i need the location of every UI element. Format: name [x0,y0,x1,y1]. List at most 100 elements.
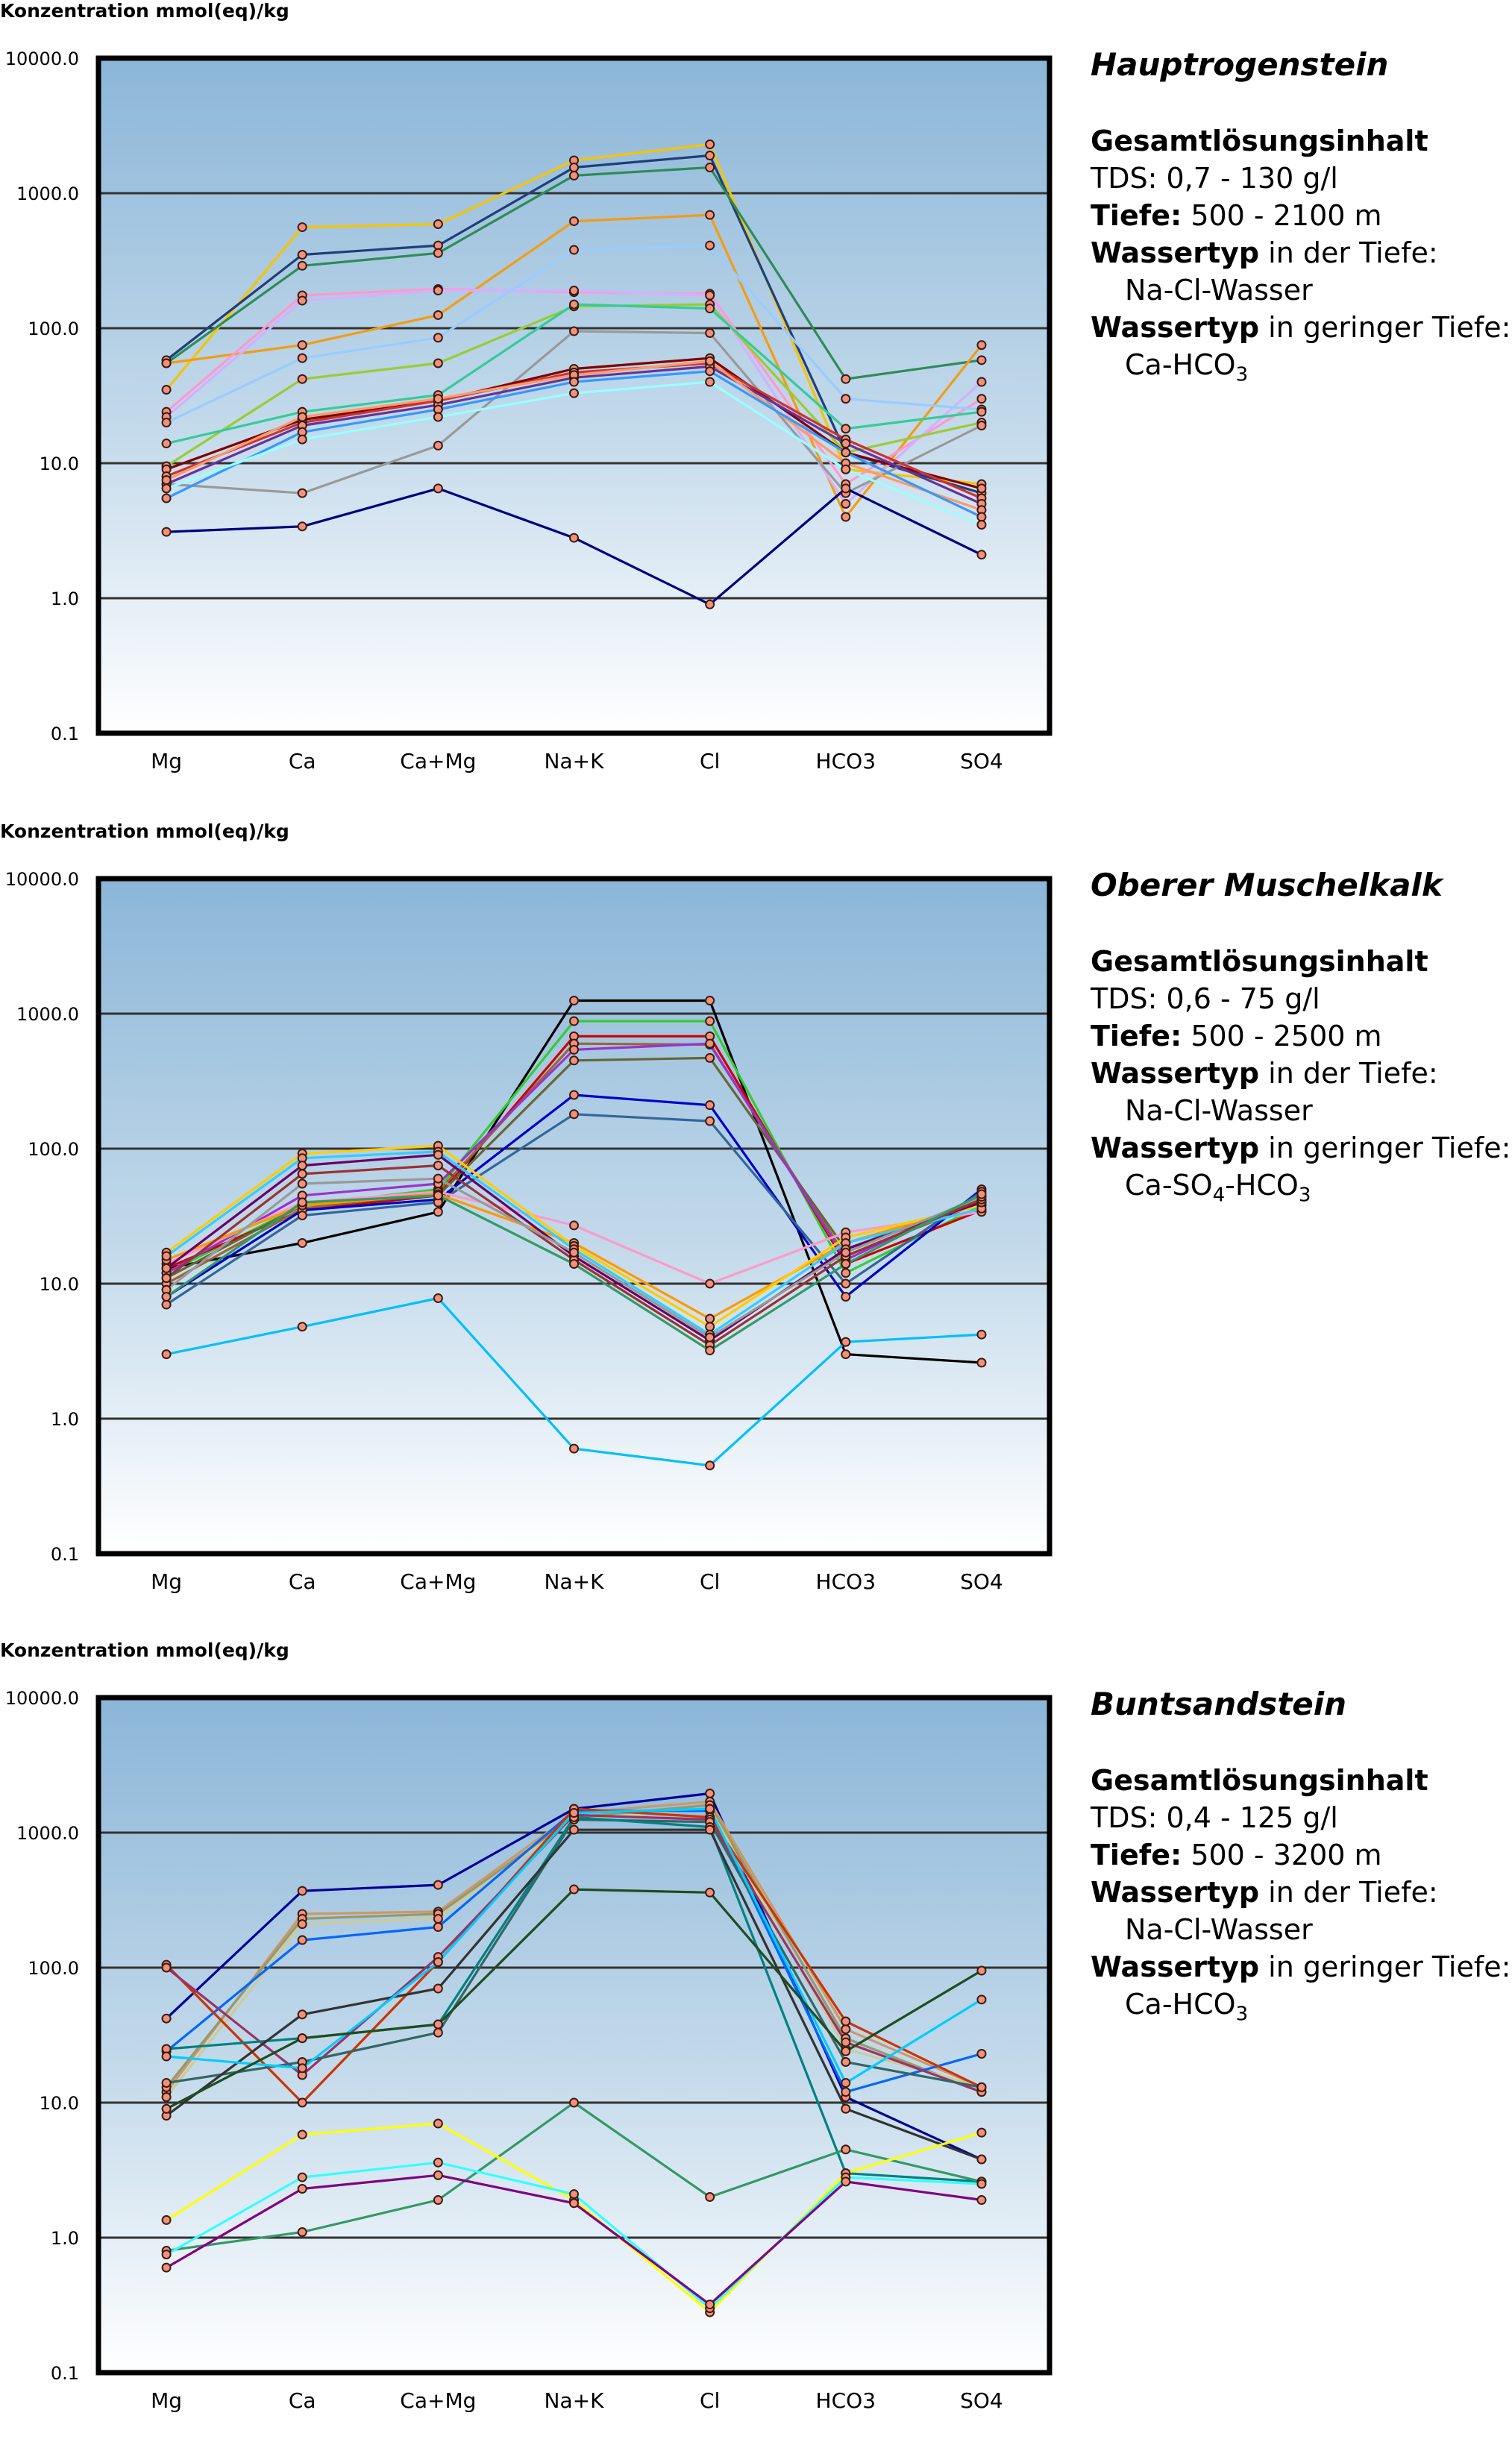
y-tick-label: 0.1 [51,724,79,744]
data-point [569,163,579,173]
data-point [297,222,307,233]
data-point [569,1055,579,1066]
data-point [161,2215,172,2225]
data-point [705,240,715,251]
shallow-type-line: Wassertyp in geringer Tiefe: [1091,1948,1511,1986]
data-point [976,2154,987,2165]
y-tick-label: 100.0 [28,1958,79,1979]
data-point [976,2195,987,2206]
data-point [569,216,579,227]
x-tick-label: Na+K [545,2388,605,2413]
y-tick-label: 10000.0 [5,869,79,890]
y-tick-label: 10000.0 [5,1688,79,1709]
x-tick-label: HCO3 [816,2388,876,2413]
x-tick-label: Ca+Mg [400,2388,476,2413]
x-tick-label: Mg [151,1569,182,1594]
depth-line: Tiefe: 500 - 3200 m [1091,1836,1511,1874]
data-point [297,1211,307,1221]
info-box: Hauptrogenstein Gesamtlösungsinhalt TDS:… [1091,46,1511,394]
plot-frame [95,1695,1053,2376]
data-point [297,2227,307,2238]
deep-type-line: Wassertyp in der Tiefe: [1091,1055,1511,1092]
data-point [433,2157,443,2168]
data-point [569,377,579,387]
data-point [705,1038,715,1049]
y-tick-label: 10.0 [40,2093,79,2114]
data-point [705,151,715,161]
data-point [976,340,987,351]
data-point [161,358,172,368]
plot-area [98,879,1050,1554]
panel-title: Oberer Muschelkalk [1091,867,1443,903]
data-point [705,2300,715,2310]
data-point [433,1293,443,1304]
data-point [161,1962,172,1973]
data-point [841,439,851,449]
data-point [705,1016,715,1026]
data-point [976,1994,987,2005]
data-point [705,366,715,377]
data-point [569,1090,579,1100]
data-point [569,286,579,296]
data-point [841,1268,851,1278]
data-point [297,374,307,384]
data-point [569,1247,579,1258]
data-point [841,2046,851,2056]
data-point [841,1349,851,1360]
data-point [841,448,851,458]
data-point [976,377,987,387]
data-point [433,440,443,451]
data-point [841,1259,851,1269]
data-point [161,2051,172,2062]
x-tick-label: Ca [289,749,316,773]
data-point [705,599,715,609]
data-point [705,377,715,387]
shallow-type-label: Wassertyp [1091,1132,1260,1164]
data-point [569,1259,579,1269]
depth-value: 500 - 2500 m [1182,1020,1382,1052]
x-tick-label: Mg [151,2388,182,2413]
data-point [297,412,307,422]
data-point [161,493,172,503]
deep-type-value: Na-Cl-Wasser [1125,274,1313,307]
data-point [433,394,443,404]
data-point [297,353,307,363]
data-point [841,394,851,404]
data-point [705,328,715,339]
data-point [976,2049,987,2059]
x-tick-label: Na+K [545,749,605,773]
data-point [569,995,579,1005]
info-box: Oberer Muschelkalk Gesamtlösungsinhalt T… [1091,867,1511,1214]
data-point [705,995,715,1005]
data-point [297,1886,307,1896]
data-point [705,1322,715,1332]
tds-heading: Gesamtlösungsinhalt [1091,125,1428,157]
data-point [569,2189,579,2200]
panel-title: Buntsandstein [1091,1686,1347,1722]
panel-oberer-muschelkalk: Konzentration mmol(eq)/kg 10000.0 1000.0 1… [0,820,1512,1626]
y-tick-label: 100.0 [28,1139,79,1160]
data-point [161,2092,172,2103]
data-point [569,245,579,255]
data-point [841,1292,851,1302]
data-point [569,1220,579,1231]
data-point [433,1880,443,1890]
data-point [976,520,987,530]
data-point [841,2016,851,2027]
data-point [297,2184,307,2194]
deep-type-suffix: in der Tiefe: [1259,1876,1438,1909]
depth-line: Tiefe: 500 - 2500 m [1091,1017,1511,1055]
data-point [433,2118,443,2129]
data-point [569,388,579,398]
data-point [433,2027,443,2038]
data-point [705,1789,715,1799]
data-point [569,533,579,543]
y-tick-label: 1.0 [51,589,79,609]
x-tick-label: Na+K [545,1569,605,1594]
shallow-type-suffix: in geringer Tiefe: [1259,311,1511,344]
data-point [705,139,715,150]
data-point [705,1824,715,1835]
x-tick-label: SO4 [960,1569,1003,1594]
data-point [433,1173,443,1184]
data-point [705,1100,715,1111]
